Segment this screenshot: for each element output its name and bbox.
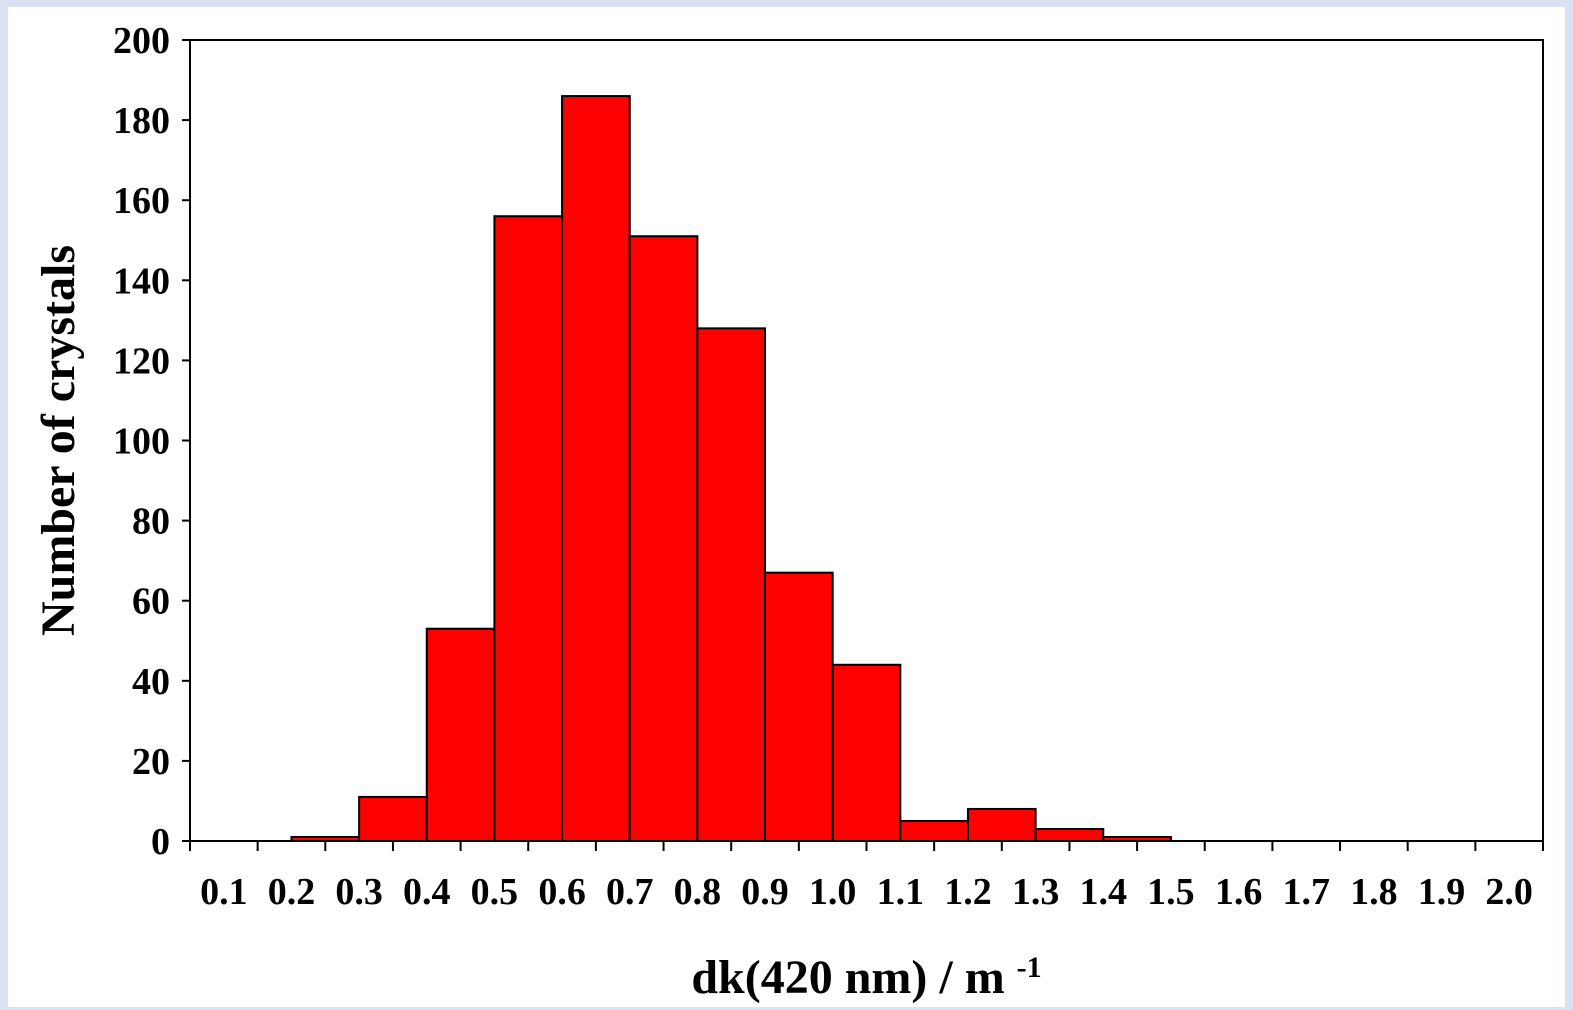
x-axis-title-superscript: -1 xyxy=(1017,951,1042,984)
y-tick-label: 200 xyxy=(113,20,170,62)
bar-0.8 xyxy=(628,235,699,842)
bar-1.2 xyxy=(899,819,969,842)
x-tick-label: 1.5 xyxy=(1147,871,1195,913)
bars-group xyxy=(290,95,1172,843)
x-tick-label: 1.8 xyxy=(1350,871,1398,913)
y-tick-label: 120 xyxy=(113,340,170,382)
x-tick-label: 0.2 xyxy=(268,871,316,913)
x-tick-label: 0.8 xyxy=(674,871,722,913)
y-axis-title: Number of crystals xyxy=(32,245,85,636)
bar-1.1 xyxy=(831,663,902,843)
bar-1.5 xyxy=(1102,835,1172,842)
x-axis-title: dk(420 nm) / m -1 xyxy=(691,951,1041,1005)
x-tick-label: 0.6 xyxy=(538,871,586,913)
histogram-chart: 0 20 40 60 80 100 120 140 160 180 200 0.1 0.2 0.3 0.4… xyxy=(32,20,1544,1005)
x-tick-label: 1.2 xyxy=(944,871,992,913)
y-tick-label: 100 xyxy=(113,421,170,463)
bar-1.0 xyxy=(764,571,834,842)
x-axis-title-main: dk(420 nm) / m xyxy=(691,951,1004,1004)
y-tick-label: 140 xyxy=(113,260,170,302)
bar-1.4 xyxy=(1034,827,1105,842)
bar-0.4 xyxy=(358,795,428,843)
x-tick-label: 1.6 xyxy=(1215,871,1263,913)
y-tick-label: 0 xyxy=(151,821,170,863)
bar-0.7 xyxy=(561,95,631,842)
x-tick-label: 0.9 xyxy=(741,871,789,913)
bar-0.6 xyxy=(493,215,564,843)
x-tick-label: 1.9 xyxy=(1418,871,1466,913)
y-tick-label: 160 xyxy=(113,180,170,222)
x-tick-label: 1.1 xyxy=(877,871,925,913)
y-tick-label: 180 xyxy=(113,100,170,142)
x-tick-label: 0.4 xyxy=(403,871,451,913)
x-tick-label: 2.0 xyxy=(1485,871,1533,913)
x-axis: 0.1 0.2 0.3 0.4 0.5 0.6 0.7 0.8 0.9 1.0 1.1 1.2 1.3 1… xyxy=(189,841,1544,913)
bar-0.3 xyxy=(290,835,361,842)
chart-panel: 0 20 40 60 80 100 120 140 160 180 200 0.1 0.2 0.3 0.4… xyxy=(8,7,1565,1007)
x-tick-label: 0.3 xyxy=(335,871,383,913)
y-tick-label: 20 xyxy=(132,741,170,783)
y-tick-label: 40 xyxy=(132,661,170,703)
y-axis: 0 20 40 60 80 100 120 140 160 180 200 xyxy=(113,20,190,863)
y-tick-label: 60 xyxy=(132,581,170,623)
x-tick-label: 1.7 xyxy=(1282,871,1330,913)
bar-0.5 xyxy=(425,627,496,842)
x-tick-label: 1.3 xyxy=(1012,871,1060,913)
y-tick-label: 80 xyxy=(132,501,170,543)
x-tick-label: 1.0 xyxy=(809,871,857,913)
x-tick-label: 1.4 xyxy=(1080,871,1128,913)
x-tick-label: 0.7 xyxy=(606,871,654,913)
x-tick-label: 0.1 xyxy=(200,871,248,913)
x-tick-label: 0.5 xyxy=(471,871,519,913)
bar-1.3 xyxy=(966,807,1037,843)
bar-0.9 xyxy=(696,327,767,842)
